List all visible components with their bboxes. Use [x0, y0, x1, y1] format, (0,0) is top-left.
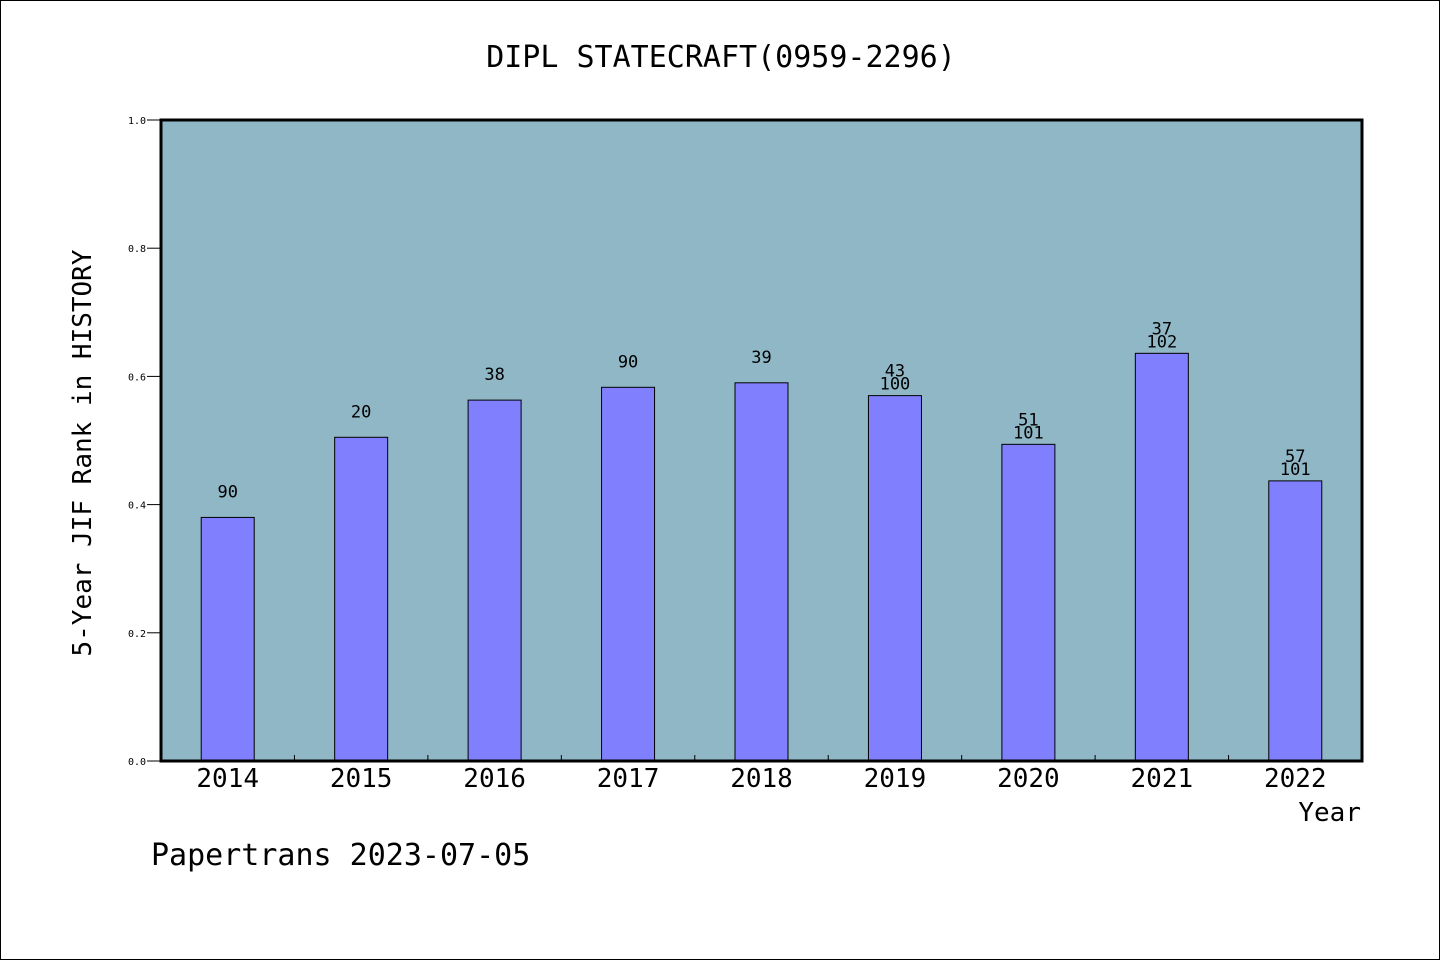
bar-2021 [1134, 352, 1189, 762]
bar-2014 [200, 516, 255, 762]
y-axis-label: 5-Year JIF Rank in HISTORY [68, 249, 98, 656]
bar-2018 [734, 382, 789, 762]
bar-label-2020-2: 101 [1013, 423, 1044, 443]
y-tick-label-0.2: 0.2 [128, 629, 146, 640]
x-tick-label-2014: 2014 [196, 764, 259, 794]
x-tick-label-2015: 2015 [330, 764, 393, 794]
x-tick-label-2018: 2018 [730, 764, 793, 794]
bar-2020 [1001, 443, 1056, 762]
x-tick-label-2020: 2020 [997, 764, 1060, 794]
y-tick-label-0.6: 0.6 [128, 372, 146, 383]
y-tick-label-0.0: 0.0 [128, 757, 146, 768]
x-tick-label-2021: 2021 [1131, 764, 1194, 794]
bar-label-2015: 20 [351, 402, 371, 422]
chart-title: DIPL STATECRAFT(0959-2296) [486, 40, 956, 75]
bar-label-2022-2: 101 [1280, 460, 1311, 480]
bar-label-2022-1: 57 [1285, 447, 1305, 467]
bar-label-2016: 38 [484, 365, 504, 385]
bar-label-2017: 90 [618, 352, 638, 372]
bars-layer [200, 352, 1323, 762]
bar-label-2014: 90 [217, 482, 237, 502]
bar-2015 [334, 436, 389, 762]
footer-text: Papertrans 2023-07-05 [151, 838, 530, 873]
y-tick-label-0.8: 0.8 [128, 244, 146, 255]
bar-2022 [1268, 480, 1323, 762]
y-axis: 0.0 0.2 0.4 0.6 0.8 1.0 [128, 116, 161, 768]
y-tick-label-1.0: 1.0 [128, 116, 146, 127]
bar-label-2020-1: 51 [1018, 410, 1038, 430]
y-tick-label-0.4: 0.4 [128, 501, 146, 512]
bar-2017 [601, 386, 656, 762]
bar-2016 [467, 399, 522, 762]
x-axis-label: Year [1298, 798, 1361, 828]
bar-label-2018: 39 [751, 348, 771, 368]
bar-label-2019-1: 43 [885, 362, 905, 382]
bar-label-2021-1: 37 [1152, 319, 1172, 339]
x-tick-label-2022: 2022 [1264, 764, 1327, 794]
x-tick-label-2019: 2019 [864, 764, 927, 794]
x-tick-label-2017: 2017 [597, 764, 660, 794]
bar-label-2021-2: 102 [1146, 332, 1177, 352]
plot-border [159, 118, 1364, 763]
x-tick-label-2016: 2016 [463, 764, 526, 794]
bar-label-2019-2: 100 [880, 375, 911, 395]
x-axis: 2014 2015 2016 2017 2018 2019 2020 2021 2022 [196, 755, 1327, 794]
bar-2019 [867, 395, 922, 762]
